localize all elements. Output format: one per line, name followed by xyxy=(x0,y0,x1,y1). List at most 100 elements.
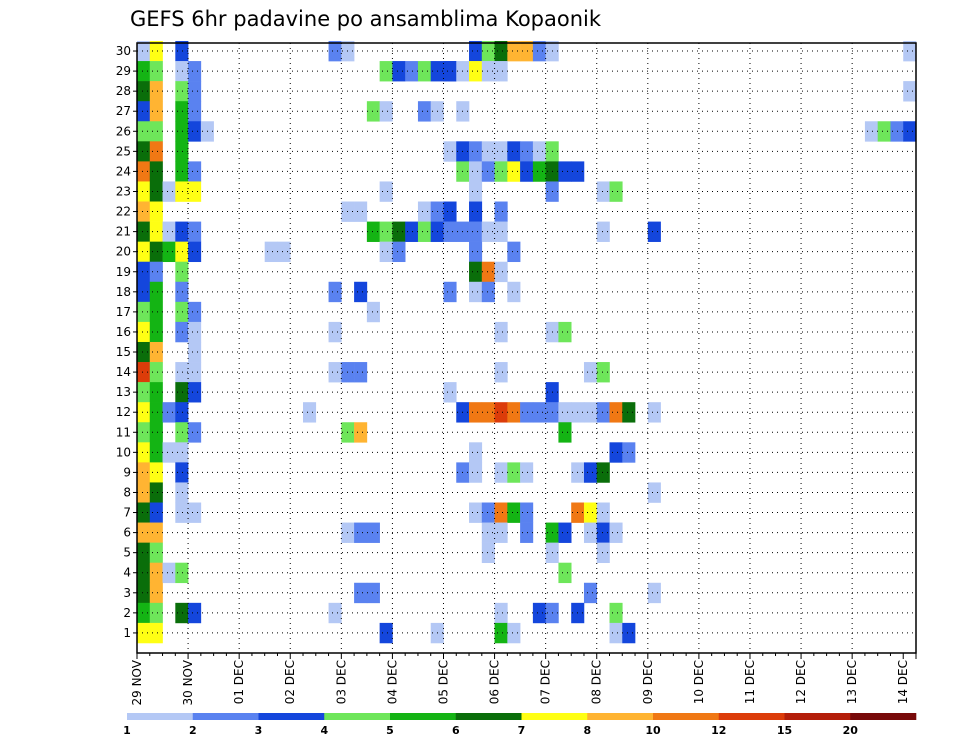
colorbar-label: 2 xyxy=(189,724,197,737)
precip-cell xyxy=(494,462,508,483)
x-tick-label: 05 DEC xyxy=(437,660,451,704)
y-tick-label: 15 xyxy=(116,345,131,359)
x-axis: 29 NOV 30 NOV 01 DEC 02 DEC 03 DEC 04 DEC 05 D… xyxy=(130,653,917,706)
colorbar-swatch xyxy=(390,713,457,720)
precip-cell xyxy=(583,362,598,383)
grid-layer xyxy=(137,43,916,653)
precip-cell xyxy=(520,462,534,483)
precip-cell xyxy=(175,61,189,82)
precip-cell xyxy=(188,602,202,624)
y-tick-label: 26 xyxy=(116,124,131,138)
precip-cell xyxy=(494,321,508,343)
precip-cell xyxy=(162,221,176,242)
precip-cell xyxy=(188,221,202,242)
plot-frame xyxy=(136,42,917,654)
chart-title: GEFS 6hr padavine po ansamblima Kopaonik xyxy=(130,7,602,31)
colorbar-label: 5 xyxy=(386,724,394,737)
x-tick-label: 07 DEC xyxy=(539,660,553,704)
precip-cell xyxy=(264,241,278,263)
precip-cell xyxy=(149,121,163,142)
precip-cell xyxy=(149,201,163,222)
precip-cell xyxy=(366,522,380,543)
precip-cell xyxy=(443,61,457,82)
precip-cell xyxy=(175,241,189,263)
precip-cell xyxy=(558,522,572,543)
precip-cell xyxy=(149,301,163,323)
precip-cell xyxy=(405,221,419,242)
precip-cell xyxy=(596,362,610,383)
precip-cell xyxy=(392,221,406,242)
precip-cell xyxy=(175,422,189,443)
precip-cell xyxy=(162,241,176,263)
precip-cell xyxy=(558,562,572,584)
colorbar-label: 8 xyxy=(583,724,591,737)
precip-cell xyxy=(137,201,151,222)
colorbar-swatch xyxy=(455,713,522,720)
precip-cell xyxy=(507,402,521,423)
precip-cell xyxy=(379,181,393,202)
colorbar-swatch xyxy=(192,713,259,720)
y-tick-label: 29 xyxy=(116,64,131,78)
precip-cell xyxy=(354,522,368,543)
precip-cell xyxy=(137,61,151,82)
precip-cell xyxy=(469,442,483,463)
precip-cell xyxy=(481,261,495,283)
y-tick-label: 3 xyxy=(123,586,131,600)
precip-cell xyxy=(149,341,163,363)
precip-cell xyxy=(864,121,878,142)
precip-cell xyxy=(583,522,598,543)
precip-cell xyxy=(149,562,163,584)
precip-cell xyxy=(520,161,534,182)
precip-cell xyxy=(622,402,636,423)
precip-cell xyxy=(137,382,151,403)
y-tick-label: 12 xyxy=(116,405,131,419)
precip-cell xyxy=(392,241,406,263)
precip-cell xyxy=(188,61,202,82)
precip-cell xyxy=(188,321,202,343)
y-tick-label: 14 xyxy=(116,365,131,379)
precip-cell xyxy=(890,121,904,142)
precip-cell xyxy=(520,141,534,162)
precip-cell xyxy=(162,562,176,584)
precip-cell xyxy=(175,482,189,503)
precip-cell xyxy=(175,121,189,142)
precip-cell xyxy=(494,161,508,182)
y-tick-label: 8 xyxy=(123,485,131,499)
precip-cell xyxy=(354,422,368,443)
precip-cell xyxy=(149,241,163,263)
precip-cell xyxy=(188,161,202,182)
precip-cell xyxy=(137,341,151,363)
precip-cell xyxy=(443,382,457,403)
precip-cell xyxy=(558,402,572,423)
x-tick-label: 06 DEC xyxy=(488,660,502,704)
precip-cell xyxy=(175,101,189,122)
precip-cell xyxy=(417,101,432,122)
precip-cell xyxy=(188,301,202,323)
precip-cell xyxy=(137,281,151,303)
precip-cell xyxy=(507,241,521,263)
precip-cell xyxy=(494,40,508,62)
precip-cell xyxy=(149,622,163,644)
precip-cell xyxy=(137,181,151,202)
precip-cell xyxy=(188,101,202,122)
precip-cell xyxy=(188,382,202,403)
precip-cell xyxy=(596,402,610,423)
precip-cell xyxy=(583,402,598,423)
x-tick-label: 12 DEC xyxy=(794,660,808,704)
precip-cell xyxy=(175,402,189,423)
precip-cell xyxy=(162,442,176,463)
precip-cell xyxy=(494,61,508,82)
y-tick-label: 4 xyxy=(123,566,131,580)
precip-cell xyxy=(149,61,163,82)
precip-cell xyxy=(175,281,189,303)
precip-cell xyxy=(532,161,546,182)
colorbar-label: 10 xyxy=(645,724,661,737)
precip-cell xyxy=(507,40,521,62)
precip-cell xyxy=(469,141,483,162)
y-tick-label: 27 xyxy=(116,104,131,118)
precip-cell xyxy=(137,81,151,102)
precip-cell xyxy=(137,442,151,463)
precip-cell xyxy=(507,622,521,644)
precip-cell xyxy=(507,281,521,303)
